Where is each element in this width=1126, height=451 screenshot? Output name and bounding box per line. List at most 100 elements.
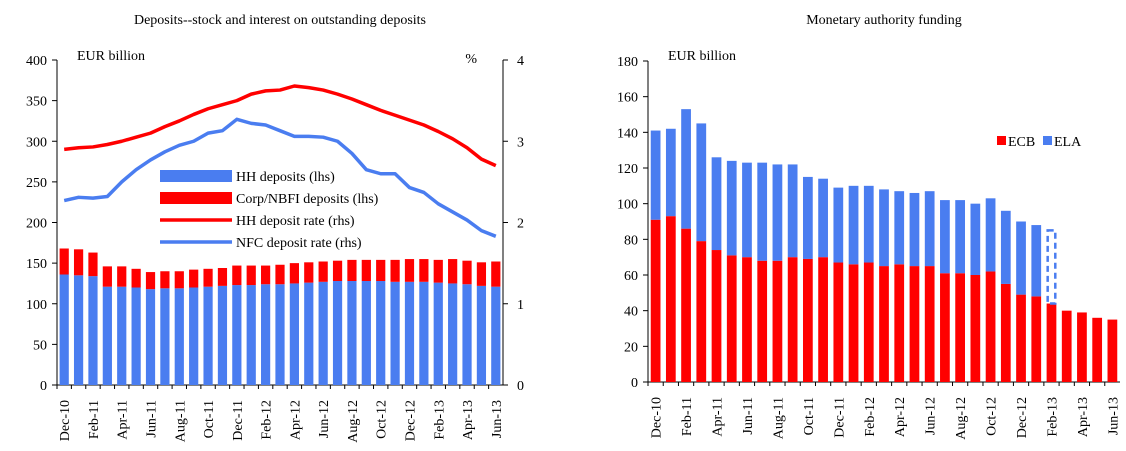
x-tick-label: Feb-13 bbox=[1045, 397, 1060, 437]
y2-tick-label: 4 bbox=[517, 54, 524, 69]
bar bbox=[261, 265, 271, 285]
bar bbox=[1016, 221, 1026, 295]
bar bbox=[347, 281, 357, 385]
bar bbox=[879, 266, 889, 382]
bar bbox=[1061, 310, 1072, 382]
bar bbox=[189, 287, 199, 385]
bar bbox=[833, 262, 844, 382]
x-tick-label: Dec-10 bbox=[58, 400, 73, 441]
bar bbox=[462, 284, 472, 385]
bar bbox=[1031, 225, 1042, 297]
bar bbox=[940, 273, 950, 382]
bar bbox=[924, 266, 935, 382]
bar bbox=[802, 176, 813, 259]
bar bbox=[1046, 303, 1057, 382]
bar bbox=[1107, 319, 1118, 382]
bar bbox=[711, 250, 722, 382]
bar bbox=[711, 157, 722, 251]
bar bbox=[476, 285, 487, 385]
bar bbox=[404, 259, 415, 282]
bar bbox=[940, 200, 950, 274]
x-tick-label: Aug-11 bbox=[173, 400, 188, 442]
x-tick-label: Apr-12 bbox=[893, 397, 908, 437]
y-tick-label: 140 bbox=[617, 126, 638, 141]
bar bbox=[131, 287, 141, 385]
bar bbox=[696, 123, 707, 242]
y-tick-label: 20 bbox=[624, 340, 638, 355]
x-tick-label: Oct-12 bbox=[375, 400, 390, 439]
bar bbox=[88, 252, 98, 277]
bar bbox=[318, 281, 328, 385]
bar bbox=[970, 203, 981, 275]
bar bbox=[1031, 296, 1042, 382]
bar bbox=[332, 281, 343, 385]
bar bbox=[203, 268, 213, 287]
legend-swatch bbox=[997, 136, 1006, 145]
x-tick-label: Feb-12 bbox=[863, 397, 878, 437]
bar bbox=[894, 264, 905, 382]
bar bbox=[772, 260, 783, 382]
bar bbox=[863, 262, 874, 382]
x-tick-label: Dec-11 bbox=[832, 397, 847, 438]
bar bbox=[1016, 294, 1026, 382]
bar-dashed bbox=[1046, 229, 1057, 305]
bar bbox=[879, 189, 889, 267]
bar bbox=[787, 257, 798, 382]
x-tick-label: Jun-11 bbox=[145, 400, 160, 438]
y2-tick-label: 0 bbox=[517, 379, 524, 394]
y2-tick-label: 3 bbox=[517, 135, 524, 150]
y-tick-label: 100 bbox=[26, 298, 47, 313]
bar bbox=[833, 187, 844, 263]
x-tick-label: Dec-11 bbox=[231, 400, 246, 441]
bar bbox=[681, 228, 691, 382]
legend-label: ECB bbox=[1008, 135, 1035, 150]
x-tick-label: Feb-13 bbox=[432, 400, 447, 440]
bar bbox=[160, 288, 170, 385]
bar bbox=[863, 185, 874, 263]
bar bbox=[742, 162, 752, 258]
bar bbox=[665, 216, 676, 382]
bar bbox=[419, 281, 429, 385]
bar bbox=[390, 259, 400, 282]
bar bbox=[650, 219, 661, 382]
chart-title: Deposits--stock and interest on outstand… bbox=[134, 13, 426, 28]
y2-tick-label: 2 bbox=[517, 217, 524, 232]
bar bbox=[491, 261, 501, 287]
bar bbox=[1000, 210, 1011, 284]
y-tick-label: 200 bbox=[26, 217, 47, 232]
y-tick-label: 300 bbox=[26, 135, 47, 150]
bar bbox=[73, 275, 84, 385]
bar bbox=[232, 285, 242, 385]
y-tick-label: 100 bbox=[617, 198, 638, 213]
legend-swatch bbox=[1043, 136, 1052, 145]
bar bbox=[909, 192, 920, 267]
bar bbox=[347, 259, 357, 281]
line bbox=[63, 117, 497, 238]
bar bbox=[742, 257, 752, 382]
bar bbox=[376, 259, 386, 281]
bar bbox=[102, 266, 112, 287]
x-tick-label: Apr-13 bbox=[461, 400, 476, 440]
bar bbox=[665, 128, 676, 217]
x-tick-label: Aug-11 bbox=[771, 397, 786, 439]
bar bbox=[232, 265, 242, 286]
x-tick-label: Aug-12 bbox=[346, 400, 361, 443]
y-tick-label: 350 bbox=[26, 95, 47, 110]
bar bbox=[909, 266, 920, 382]
y-tick-label: 400 bbox=[26, 54, 47, 69]
bar bbox=[696, 241, 707, 382]
x-tick-label: Jun-11 bbox=[741, 397, 756, 435]
bar bbox=[246, 285, 256, 385]
bar bbox=[787, 164, 798, 258]
x-tick-label: Oct-11 bbox=[802, 397, 817, 435]
bar bbox=[376, 281, 386, 385]
legend-label: Corp/NBFI deposits (lhs) bbox=[236, 192, 379, 207]
bar bbox=[217, 285, 228, 385]
legend-label: ELA bbox=[1054, 135, 1082, 150]
bar bbox=[726, 160, 737, 256]
x-tick-label: Jun-13 bbox=[490, 400, 505, 438]
bar bbox=[332, 260, 343, 281]
bar bbox=[145, 272, 156, 290]
bar bbox=[757, 162, 768, 261]
